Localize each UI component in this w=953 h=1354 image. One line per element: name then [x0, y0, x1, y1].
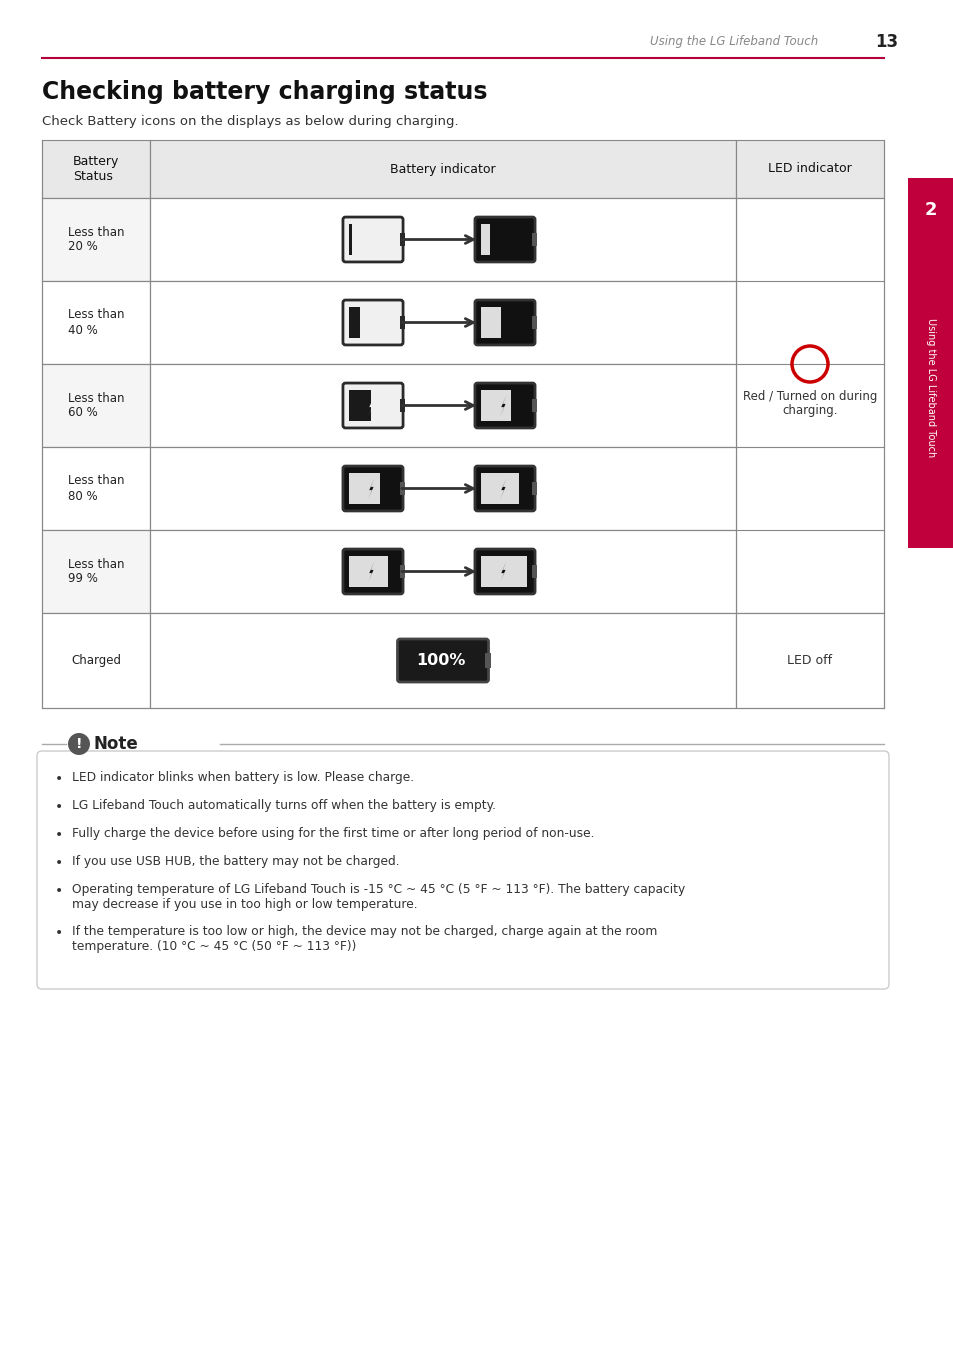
Polygon shape: [368, 229, 375, 250]
Text: charging.: charging.: [781, 403, 837, 417]
Bar: [150, 198, 735, 282]
Bar: [735, 198, 883, 613]
Bar: [150, 139, 735, 198]
Text: LED indicator blinks when battery is low. Please charge.: LED indicator blinks when battery is low…: [71, 770, 414, 784]
Text: Battery
Status: Battery Status: [72, 154, 119, 183]
Bar: [349, 390, 371, 421]
Text: LED off: LED off: [786, 654, 832, 668]
Text: 13: 13: [874, 32, 897, 51]
FancyBboxPatch shape: [342, 217, 402, 261]
Bar: [42, 529, 150, 613]
Bar: [481, 555, 527, 588]
Text: Less than
80 %: Less than 80 %: [68, 474, 124, 502]
Text: Less than
99 %: Less than 99 %: [68, 558, 124, 585]
Bar: [399, 482, 404, 496]
Text: 2: 2: [923, 200, 936, 219]
Bar: [531, 565, 536, 578]
Bar: [531, 315, 536, 329]
FancyBboxPatch shape: [475, 217, 535, 261]
Text: If you use USB HUB, the battery may not be charged.: If you use USB HUB, the battery may not …: [71, 854, 399, 868]
Bar: [484, 653, 491, 668]
Text: Red / Turned on during: Red / Turned on during: [742, 390, 876, 403]
Bar: [349, 223, 352, 256]
Bar: [399, 315, 404, 329]
Bar: [399, 398, 404, 413]
Text: !: !: [75, 737, 82, 750]
Text: •: •: [55, 829, 63, 842]
Text: •: •: [55, 926, 63, 940]
Bar: [349, 306, 359, 338]
Polygon shape: [499, 395, 506, 416]
FancyBboxPatch shape: [342, 550, 402, 594]
Bar: [42, 364, 150, 447]
Text: •: •: [55, 772, 63, 787]
Bar: [399, 233, 404, 246]
Text: If the temperature is too low or high, the device may not be charged, charge aga: If the temperature is too low or high, t…: [71, 925, 657, 953]
Bar: [150, 529, 735, 613]
Bar: [42, 447, 150, 529]
Text: Check Battery icons on the displays as below during charging.: Check Battery icons on the displays as b…: [42, 115, 458, 129]
Text: Less than
40 %: Less than 40 %: [68, 309, 124, 337]
Polygon shape: [368, 478, 375, 500]
Bar: [349, 473, 379, 505]
Text: LG Lifeband Touch automatically turns off when the battery is empty.: LG Lifeband Touch automatically turns of…: [71, 799, 496, 812]
Bar: [481, 223, 490, 256]
Bar: [735, 139, 883, 198]
Polygon shape: [499, 311, 506, 333]
Bar: [531, 398, 536, 413]
Bar: [399, 565, 404, 578]
FancyBboxPatch shape: [397, 639, 488, 682]
Text: •: •: [55, 856, 63, 871]
FancyBboxPatch shape: [475, 550, 535, 594]
Bar: [150, 613, 735, 708]
Text: Note: Note: [94, 735, 138, 753]
Text: Less than
60 %: Less than 60 %: [68, 391, 124, 420]
Text: Checking battery charging status: Checking battery charging status: [42, 80, 487, 104]
Text: Fully charge the device before using for the first time or after long period of : Fully charge the device before using for…: [71, 827, 594, 839]
Bar: [42, 282, 150, 364]
Bar: [150, 282, 735, 364]
Bar: [481, 390, 510, 421]
Text: Less than
20 %: Less than 20 %: [68, 226, 124, 253]
Text: Operating temperature of LG Lifeband Touch is -15 °C ~ 45 °C (5 °F ~ 113 °F). Th: Operating temperature of LG Lifeband Tou…: [71, 883, 684, 911]
Bar: [907, 177, 953, 548]
Polygon shape: [499, 561, 506, 582]
Bar: [42, 613, 150, 708]
Bar: [481, 306, 500, 338]
Text: •: •: [55, 800, 63, 814]
Bar: [42, 139, 150, 198]
Text: Using the LG Lifeband Touch: Using the LG Lifeband Touch: [925, 318, 935, 458]
Text: Battery indicator: Battery indicator: [390, 162, 496, 176]
FancyBboxPatch shape: [342, 466, 402, 510]
Bar: [42, 198, 150, 282]
Text: •: •: [55, 884, 63, 898]
Polygon shape: [499, 478, 506, 500]
Bar: [735, 613, 883, 708]
Text: 100%: 100%: [416, 653, 465, 668]
Bar: [150, 447, 735, 529]
Text: Using the LG Lifeband Touch: Using the LG Lifeband Touch: [649, 35, 817, 49]
Bar: [531, 233, 536, 246]
Circle shape: [68, 733, 90, 756]
Bar: [531, 482, 536, 496]
Text: LED indicator: LED indicator: [767, 162, 851, 176]
Bar: [150, 364, 735, 447]
FancyBboxPatch shape: [475, 466, 535, 510]
Polygon shape: [368, 395, 375, 416]
FancyBboxPatch shape: [475, 301, 535, 345]
FancyBboxPatch shape: [475, 383, 535, 428]
Polygon shape: [368, 311, 375, 333]
Bar: [481, 473, 518, 505]
Polygon shape: [499, 229, 506, 250]
FancyBboxPatch shape: [342, 301, 402, 345]
Text: Charged: Charged: [71, 654, 121, 668]
Polygon shape: [368, 561, 375, 582]
FancyBboxPatch shape: [37, 751, 888, 988]
Bar: [349, 555, 388, 588]
FancyBboxPatch shape: [342, 383, 402, 428]
